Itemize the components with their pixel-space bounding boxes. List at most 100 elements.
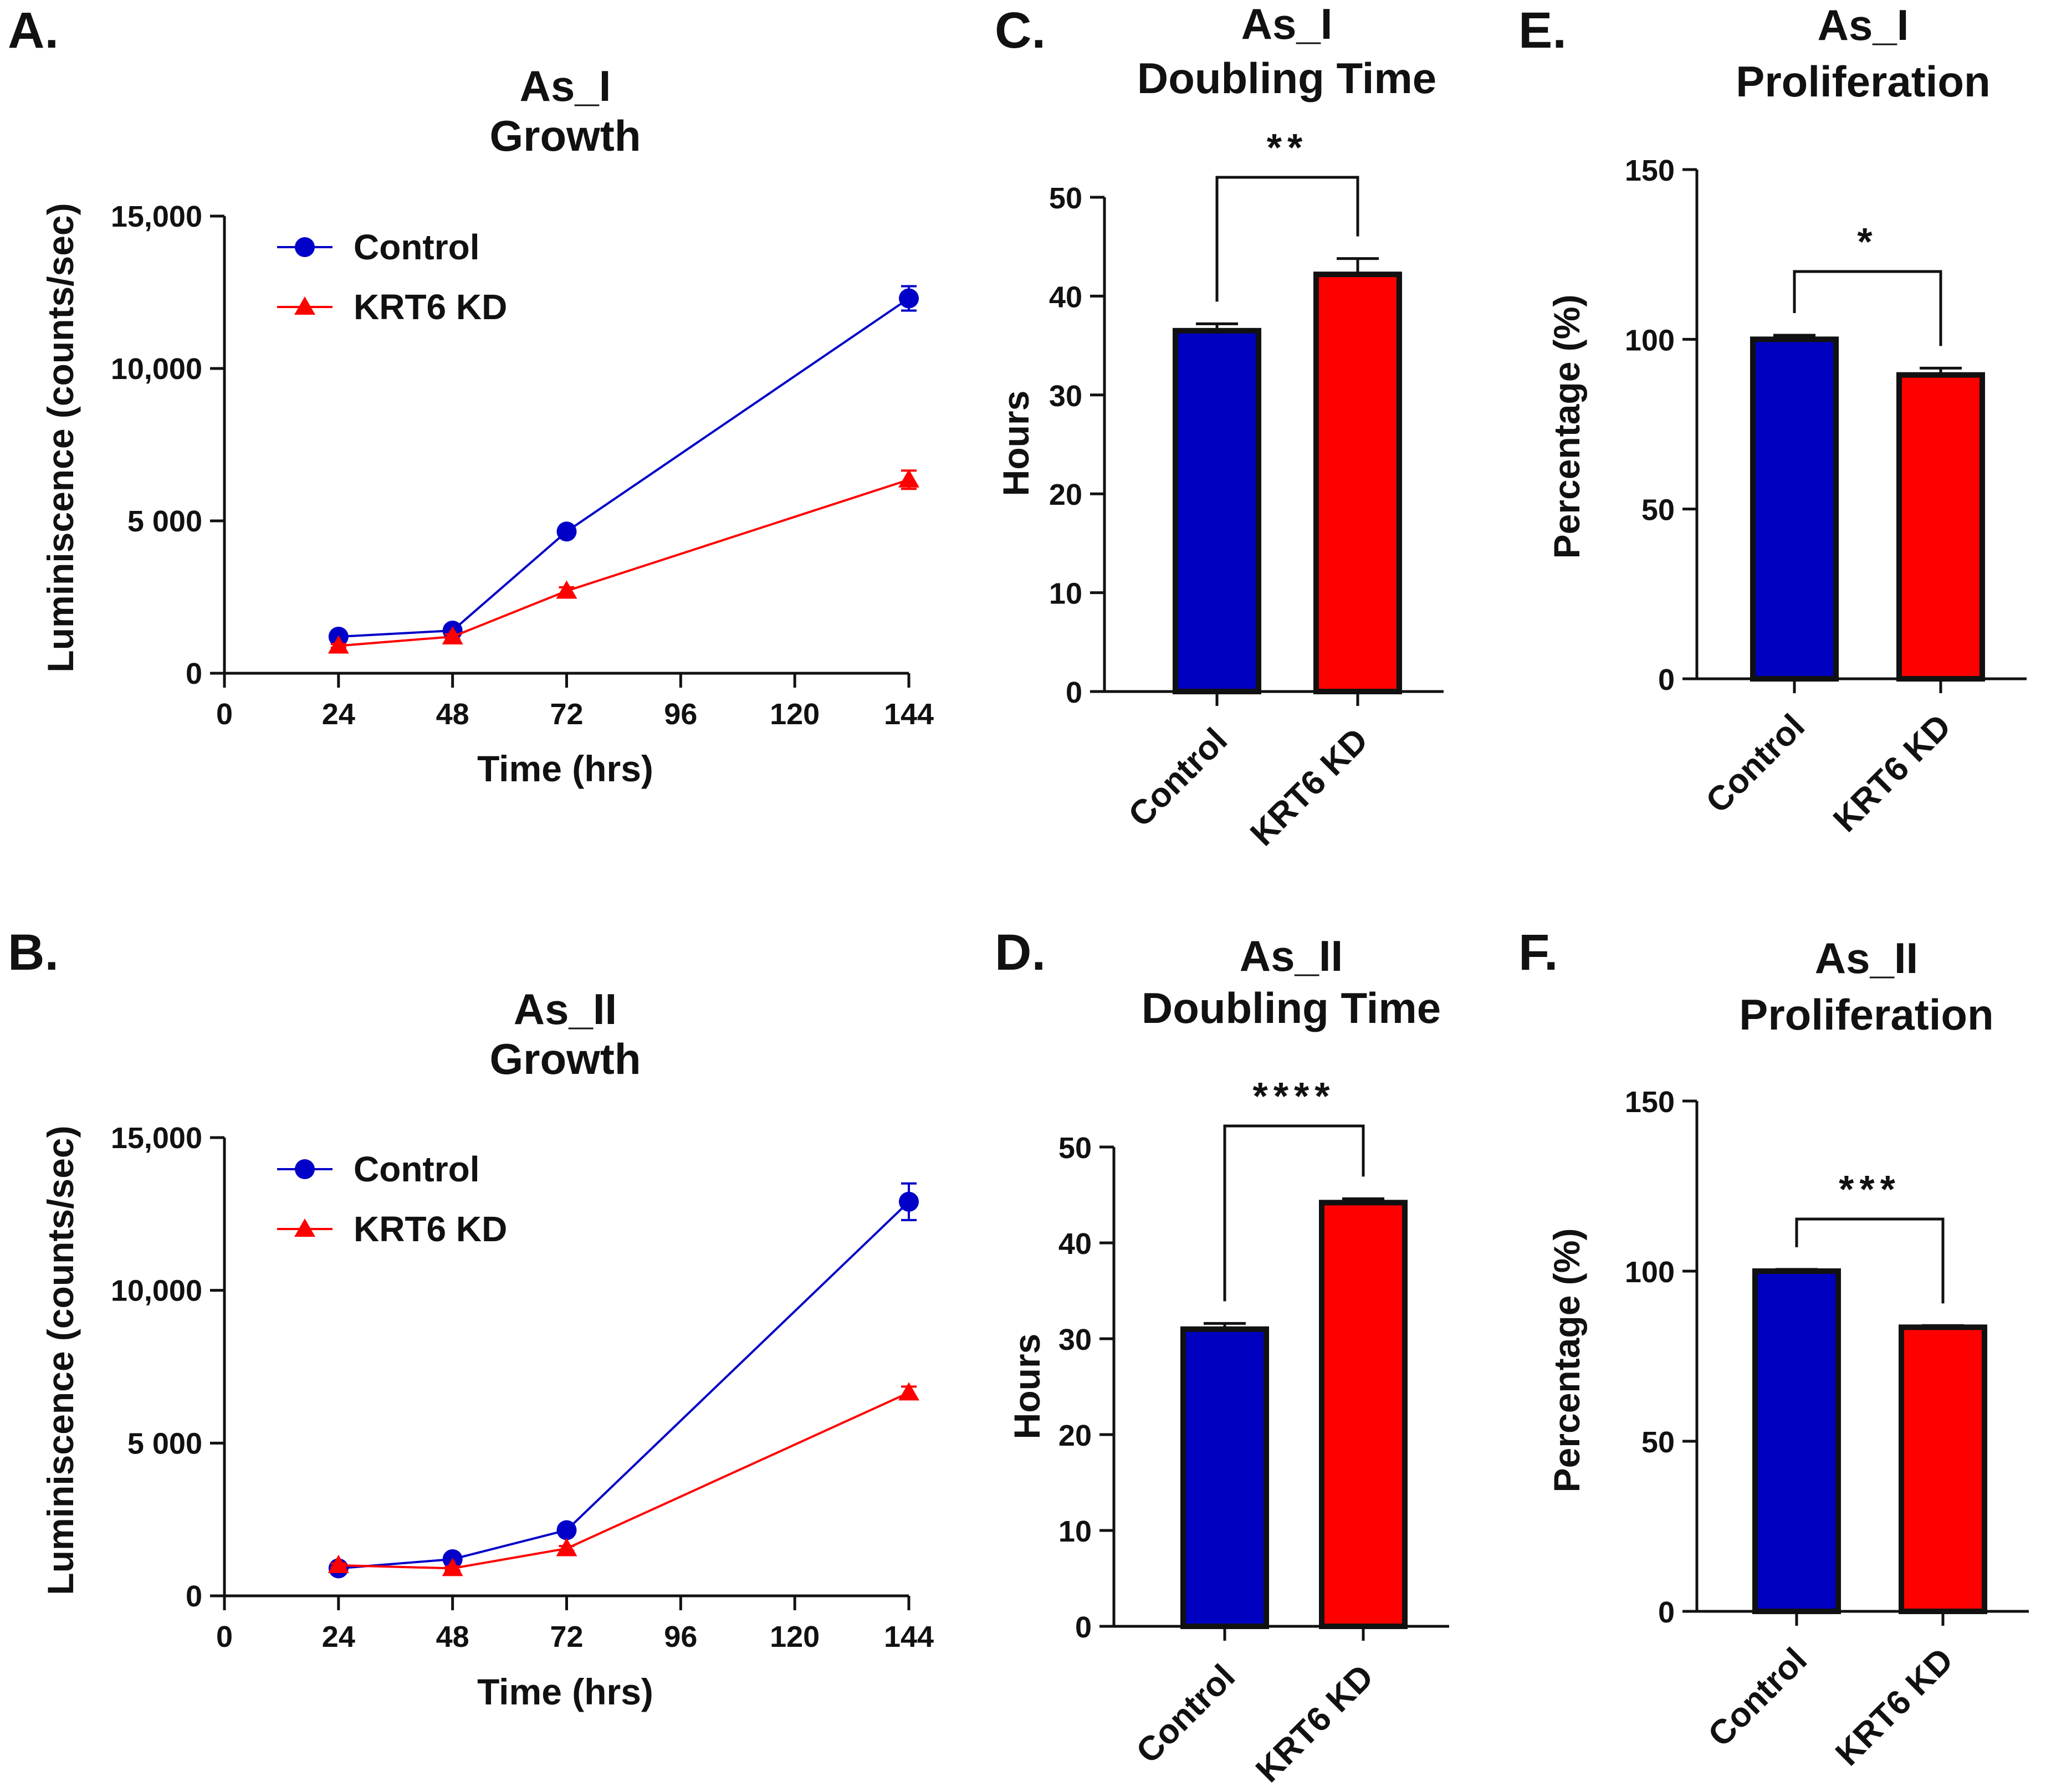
data-point-krt6-kd (328, 1554, 349, 1573)
chart-title-line-2: Proliferation (1739, 990, 1993, 1039)
x-tick-label: 120 (770, 1620, 820, 1653)
panel-b-growth-chart: B. As_II Growth Time (hrs) Luminiscence … (8, 924, 934, 1712)
x-tick-label: 0 (216, 698, 233, 731)
data-point-krt6-kd (328, 635, 349, 654)
y-tick-label: 15,000 (111, 200, 202, 233)
legend-marker-krt6-kd (294, 1218, 315, 1237)
x-tick-label: 96 (664, 1620, 697, 1653)
y-tick-label: 10,000 (111, 352, 202, 386)
y-tick-label: 40 (1049, 280, 1082, 314)
bar-control (1752, 1268, 1841, 1614)
legend-marker-krt6-kd (294, 296, 315, 315)
significance-bracket (1795, 1217, 1945, 1304)
bar-control (1173, 327, 1261, 694)
legend-marker-control (295, 1159, 315, 1179)
x-tick-label: 120 (770, 698, 820, 731)
y-tick-label: 0 (1075, 1611, 1092, 1644)
significance-bracket (1223, 1124, 1365, 1302)
panel-letter: E. (1518, 2, 1567, 59)
y-tick-label: 10 (1058, 1515, 1092, 1548)
data-point-krt6-kd (898, 1382, 919, 1401)
x-axis-label: Time (hrs) (477, 1671, 653, 1712)
legend-label: KRT6 KD (354, 1209, 507, 1249)
data-point-krt6-kd (442, 626, 463, 644)
x-axis-label: Time (hrs) (477, 748, 653, 789)
y-tick-label: 50 (1641, 1426, 1675, 1459)
x-tick-label: 0 (216, 1620, 233, 1653)
legend-label: Control (354, 227, 480, 267)
panel-letter: B. (8, 924, 59, 981)
y-tick-label: 0 (1658, 663, 1675, 697)
y-tick-label: 0 (186, 657, 202, 690)
series-line-control (338, 297, 910, 638)
data-point-control (556, 521, 577, 542)
x-tick-label: 24 (322, 1620, 355, 1653)
y-tick-label: 0 (186, 1580, 202, 1613)
series-line-control (338, 1201, 910, 1570)
chart-title-line-2: Growth (490, 1035, 641, 1083)
data-point-krt6-kd (442, 1558, 463, 1576)
y-tick-label: 0 (1658, 1596, 1675, 1629)
significance-bracket (1215, 176, 1359, 302)
significance-stars: * (1857, 220, 1878, 263)
y-tick-label: 5 000 (127, 505, 202, 538)
y-axis-label: Luminiscence (counts/sec) (40, 203, 81, 672)
y-tick-label: 5 000 (127, 1427, 202, 1460)
y-axis-label: Hours (995, 391, 1036, 496)
significance-stars: ** (1267, 126, 1308, 169)
legend-label: KRT6 KD (354, 287, 507, 327)
chart-title-line-1: As_I (520, 62, 611, 110)
chart-title-line-1: As_II (1815, 934, 1918, 982)
data-point-krt6-kd (556, 1538, 577, 1557)
significance-stars: *** (1839, 1168, 1901, 1211)
y-tick-label: 10,000 (111, 1274, 202, 1308)
series-line-krt6-kd (338, 478, 909, 647)
bar-krt6-kd (1896, 372, 1985, 682)
y-tick-label: 100 (1625, 1256, 1675, 1289)
panel-letter: D. (995, 924, 1046, 981)
significance-stars: **** (1253, 1074, 1336, 1118)
chart-title-line-2: Growth (490, 111, 641, 160)
legend-label: Control (354, 1149, 480, 1189)
legend-marker-control (295, 237, 315, 257)
y-tick-label: 50 (1641, 494, 1675, 527)
series-line-krt6-kd (338, 1391, 909, 1570)
bar-krt6-kd (1319, 1200, 1408, 1630)
chart-title-line-1: As_II (514, 985, 617, 1033)
y-tick-label: 50 (1049, 182, 1082, 215)
data-point-krt6-kd (898, 469, 919, 488)
x-tick-label: 48 (436, 698, 469, 731)
chart-title-line-1: As_I (1241, 0, 1333, 48)
panel-f-proliferation-chart: F. As_II Proliferation Percentage (%) Co… (1518, 924, 2029, 1773)
chart-title-line-2: Doubling Time (1142, 984, 1441, 1032)
y-tick-label: 30 (1058, 1323, 1092, 1356)
y-axis-label: Luminiscence (counts/sec) (40, 1125, 81, 1595)
data-point-control (556, 1520, 577, 1540)
y-tick-label: 50 (1058, 1131, 1092, 1165)
chart-title-line-2: Proliferation (1736, 57, 1990, 106)
y-tick-label: 40 (1058, 1227, 1092, 1261)
x-tick-label: 48 (436, 1620, 469, 1653)
bar-control (1750, 336, 1839, 682)
plot-area: 0 24 48 72 96 120 144 0 5 000 10,000 15,000 Control… (111, 1122, 934, 1653)
y-tick-label: 100 (1625, 324, 1675, 357)
significance-bracket (1793, 270, 1942, 346)
y-axis-label: Percentage (%) (1546, 1228, 1587, 1493)
panel-letter: F. (1518, 924, 1558, 981)
y-tick-label: 0 (1066, 676, 1082, 709)
y-tick-label: 20 (1049, 478, 1082, 511)
bar-control (1180, 1326, 1269, 1629)
bar-krt6-kd (1313, 272, 1402, 695)
chart-title-line-2: Doubling Time (1137, 54, 1436, 103)
plot-area: 0 24 48 72 96 120 144 0 5 000 10,000 15,000 Control… (111, 200, 934, 731)
x-tick-label: 144 (884, 1620, 934, 1653)
data-point-control (899, 1191, 919, 1212)
y-tick-label: 150 (1625, 1086, 1675, 1119)
x-tick-label: 72 (550, 1620, 583, 1653)
y-tick-label: 10 (1049, 577, 1082, 611)
x-tick-label: 72 (550, 698, 583, 731)
panel-a-growth-chart: A. As_I Growth Time (hrs) Luminiscence (… (8, 2, 934, 789)
y-axis-label: Percentage (%) (1546, 295, 1587, 559)
